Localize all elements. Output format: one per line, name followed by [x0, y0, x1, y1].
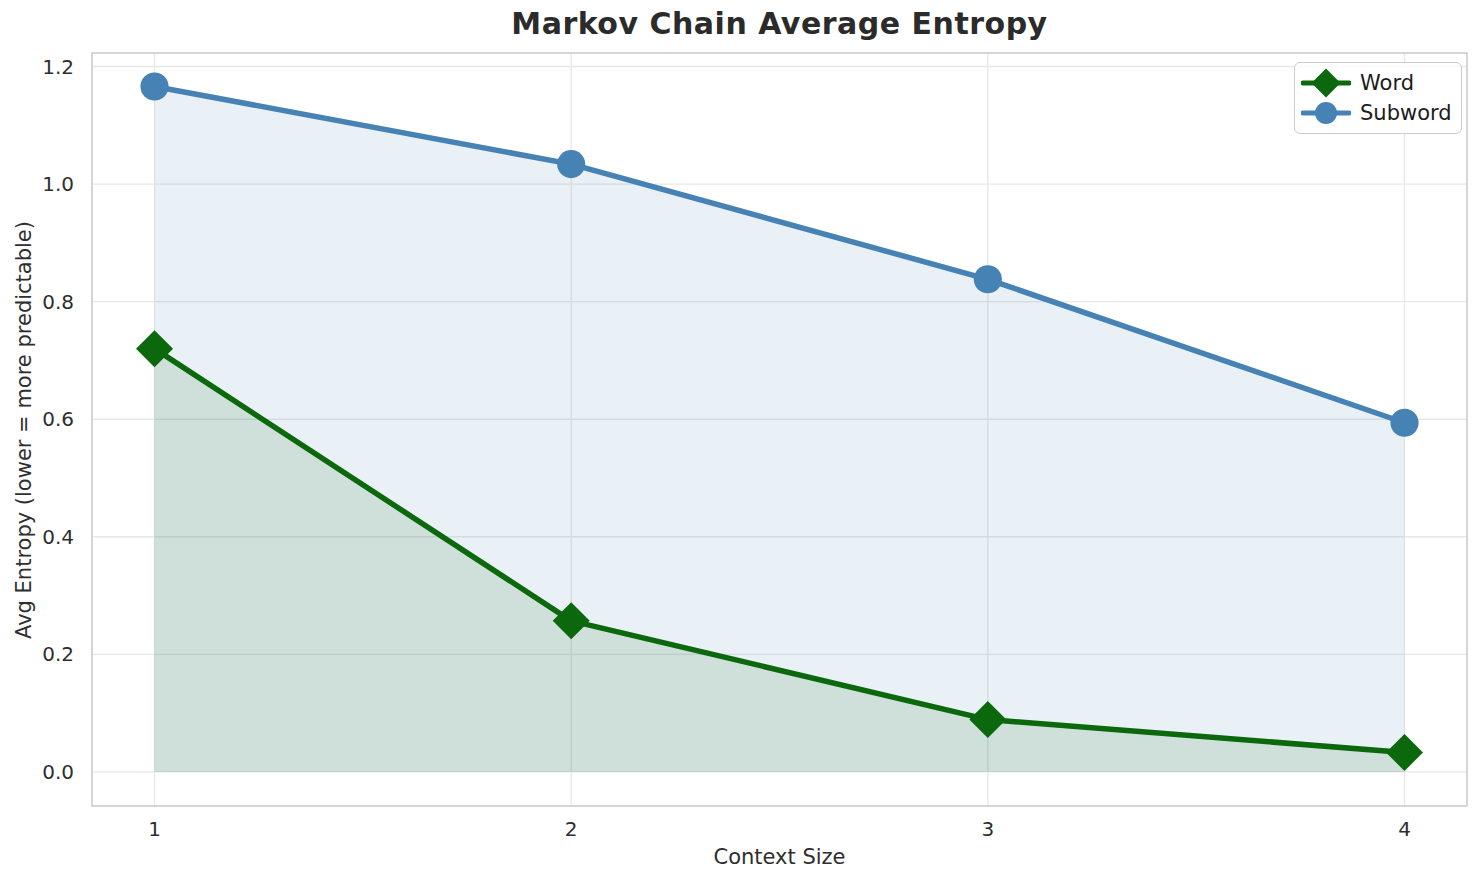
- subword-data-point: [1390, 409, 1418, 437]
- legend-item-subword: Subword: [1301, 98, 1451, 128]
- subword-data-point: [557, 150, 585, 178]
- y-tick-label: 0.2: [42, 642, 74, 666]
- x-tick-label: 3: [981, 817, 994, 841]
- word-legend-marker: [1312, 69, 1341, 98]
- subword-legend-marker: [1315, 102, 1337, 124]
- y-tick-label: 0.4: [42, 525, 74, 549]
- x-tick-label: 2: [565, 817, 578, 841]
- x-axis-label: Context Size: [92, 845, 1467, 869]
- x-tick-label: 4: [1398, 817, 1411, 841]
- x-tick-label: 1: [148, 817, 161, 841]
- word-marker-icon: [1301, 68, 1351, 98]
- legend-label-subword: Subword: [1360, 101, 1452, 125]
- chart-plot-area: 0.0 0.2 0.4 0.6 0.8 1.0 1.2 1 2 3 4: [0, 0, 1484, 885]
- y-tick-label: 0.6: [42, 407, 74, 431]
- subword-marker-icon: [1301, 98, 1351, 128]
- y-tick-label: 1.2: [42, 55, 74, 79]
- subword-data-point: [974, 265, 1002, 293]
- y-tick-label: 0.8: [42, 290, 74, 314]
- legend: Word Subword: [1294, 62, 1462, 134]
- subword-data-point: [140, 72, 168, 100]
- legend-item-word: Word: [1301, 68, 1451, 98]
- figure: Markov Chain Average Entropy 0.00.20.40.…: [0, 0, 1484, 885]
- y-tick-label: 0.0: [42, 760, 74, 784]
- y-tick-label: 1.0: [42, 172, 74, 196]
- legend-label-word: Word: [1360, 71, 1414, 95]
- y-axis-label: Avg Entropy (lower = more predictable): [12, 221, 36, 639]
